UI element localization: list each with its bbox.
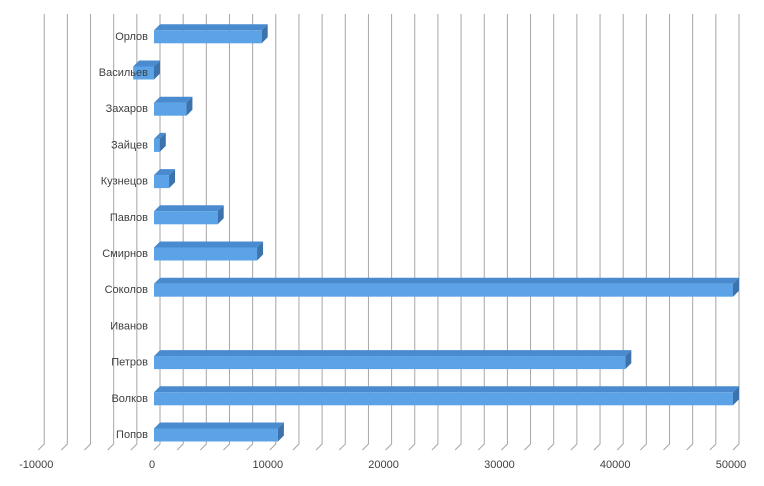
x-tick-label: -10000 xyxy=(19,459,53,471)
gridline xyxy=(524,14,532,451)
bar-side xyxy=(186,96,193,116)
gridline xyxy=(385,14,393,451)
gridline xyxy=(408,14,416,451)
bar-top xyxy=(154,277,739,284)
bar xyxy=(154,138,160,152)
gridline xyxy=(223,14,230,451)
bar xyxy=(154,102,187,116)
bar-top xyxy=(133,60,160,67)
gridline xyxy=(547,14,555,451)
category-label: Иванов xyxy=(110,320,148,332)
x-tick-label: 0 xyxy=(149,459,155,471)
bar xyxy=(154,30,262,44)
category-label: Попов xyxy=(116,429,148,441)
x-tick-label: 40000 xyxy=(600,459,631,471)
gridline xyxy=(362,14,369,451)
bar-side xyxy=(217,205,224,225)
gridline xyxy=(107,14,115,451)
bar-side xyxy=(261,24,268,44)
category-label: Зайцев xyxy=(111,139,148,151)
bar xyxy=(154,283,733,297)
gridline xyxy=(315,14,323,451)
gridline xyxy=(84,14,92,451)
gridline xyxy=(686,14,694,451)
gridline xyxy=(593,14,601,451)
bar-side xyxy=(733,277,739,297)
x-tick-label: 30000 xyxy=(484,459,515,471)
bar-side xyxy=(257,241,264,261)
category-label: Орлов xyxy=(115,31,148,43)
bar xyxy=(133,66,154,80)
bar-top xyxy=(154,205,224,212)
category-label: Васильев xyxy=(99,67,148,79)
bar-top xyxy=(154,132,166,139)
category-label: Соколов xyxy=(105,284,149,296)
x-tick-labels: -10000 0 10000 20000 30000 40000 50000 xyxy=(19,459,746,471)
category-label: Волков xyxy=(111,393,148,405)
category-label: Смирнов xyxy=(102,248,148,260)
bar-top xyxy=(154,96,193,103)
bar-top xyxy=(154,24,268,31)
gridline xyxy=(246,14,254,451)
gridline xyxy=(570,14,578,451)
gridline xyxy=(477,14,485,451)
x-tick-label: 20000 xyxy=(368,459,399,471)
bar xyxy=(154,392,733,406)
bar-side xyxy=(625,350,632,370)
category-label: Павлов xyxy=(110,212,148,224)
bar-top xyxy=(154,241,264,248)
gridline xyxy=(663,14,671,451)
gridline xyxy=(501,14,508,451)
gridline xyxy=(176,14,184,451)
bar xyxy=(154,356,626,370)
gridline xyxy=(709,14,717,451)
x-tick-label: 10000 xyxy=(253,459,284,471)
bar xyxy=(154,175,170,189)
gridline xyxy=(616,14,624,451)
gridline xyxy=(61,14,68,451)
bar-side xyxy=(277,422,284,442)
bar xyxy=(154,247,258,261)
gridline xyxy=(732,14,740,451)
bar-top xyxy=(154,422,284,429)
bar-side xyxy=(733,386,739,406)
gridline xyxy=(292,14,300,451)
gridline xyxy=(130,14,138,451)
gridlines xyxy=(37,14,740,451)
gridline xyxy=(153,14,161,451)
gridline xyxy=(431,14,439,451)
gridline xyxy=(269,14,277,451)
bar-top xyxy=(154,350,632,357)
bar xyxy=(154,211,218,225)
gridline xyxy=(640,14,647,451)
category-label: Петров xyxy=(111,357,148,369)
bar-side xyxy=(154,60,160,80)
gridline xyxy=(338,14,346,451)
gridline xyxy=(37,14,45,451)
gridline xyxy=(199,14,207,451)
x-tick-label: 50000 xyxy=(716,459,747,471)
bar-top xyxy=(154,169,176,176)
category-labels: Попов Волков Петров Иванов Соколов Смирнов Пав… xyxy=(99,31,148,441)
bar-side xyxy=(169,169,176,189)
bar xyxy=(154,428,278,442)
category-label: Захаров xyxy=(106,103,148,115)
gridline xyxy=(454,14,462,451)
bar-top xyxy=(154,386,739,393)
bars xyxy=(133,24,739,442)
bar-side xyxy=(159,132,166,152)
category-label: Кузнецов xyxy=(101,176,148,188)
